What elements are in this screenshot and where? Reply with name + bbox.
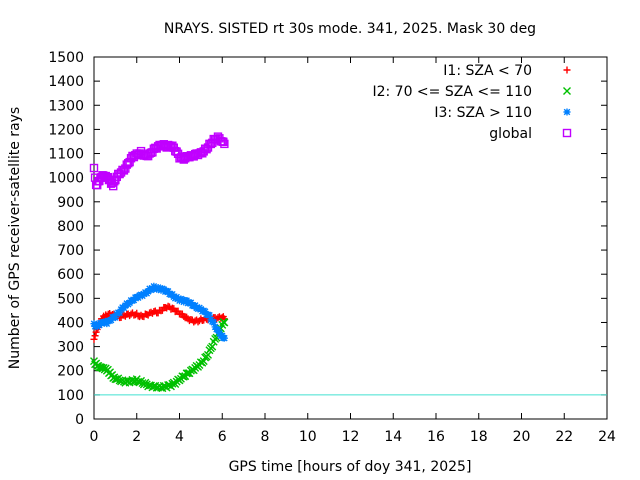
data-point (164, 287, 172, 295)
legend-label: I2: 70 <= SZA <= 110 (372, 84, 532, 100)
x-axis: 0 2 4 6 8 10 12 14 16 18 20 22 24 (90, 57, 616, 445)
data-points (89, 132, 229, 393)
y-tick-label: 1200 (48, 122, 84, 138)
y-tick-label: 700 (57, 243, 84, 259)
y-tick-label: 1300 (48, 98, 84, 114)
y-axis-label: Number of GPS receiver-satellite rays (7, 107, 23, 369)
chart-title: NRAYS. SISTED rt 30s mode. 341, 2025. Ma… (164, 21, 536, 37)
data-point (107, 316, 115, 324)
x-tick-label: 6 (218, 429, 227, 445)
x-tick-label: 24 (598, 429, 616, 445)
data-point (90, 335, 98, 343)
data-point (201, 308, 209, 316)
x-axis-label: GPS time [hours of doy 341, 2025] (229, 459, 472, 475)
data-point (144, 287, 152, 295)
x-tick-label: 12 (342, 429, 360, 445)
x-tick-label: 18 (470, 429, 488, 445)
legend: I1: SZA < 70 I2: 70 <= SZA <= 110 I3: SZA … (372, 63, 572, 142)
data-point (205, 311, 213, 319)
x-tick-label: 8 (261, 429, 270, 445)
x-tick-label: 4 (175, 429, 184, 445)
y-tick-label: 1400 (48, 74, 84, 90)
x-tick-label: 16 (427, 429, 445, 445)
y-tick-label: 200 (57, 364, 84, 380)
data-point (220, 318, 229, 327)
data-point (187, 299, 195, 307)
y-tick-label: 900 (57, 195, 84, 211)
data-point (111, 314, 119, 322)
series-4 (89, 132, 229, 191)
legend-label: I1: SZA < 70 (443, 63, 532, 79)
series-3 (90, 282, 228, 342)
legend-label: I3: SZA > 110 (434, 105, 532, 121)
data-point (208, 342, 217, 351)
x-tick-label: 10 (299, 429, 317, 445)
y-tick-label: 1500 (48, 50, 84, 66)
data-point (168, 290, 176, 298)
legend-marker (563, 108, 571, 116)
data-point (116, 309, 124, 317)
data-point (182, 369, 191, 378)
y-tick-label: 0 (75, 412, 84, 428)
x-tick-label: 2 (132, 429, 141, 445)
data-point (219, 137, 228, 147)
y-tick-label: 1100 (48, 147, 84, 163)
data-point (214, 326, 222, 334)
x-tick-label: 20 (513, 429, 531, 445)
x-tick-label: 22 (555, 429, 573, 445)
x-tick-label: 0 (90, 429, 99, 445)
data-point (109, 181, 118, 191)
y-tick-label: 500 (57, 291, 84, 307)
y-tick-label: 800 (57, 219, 84, 235)
data-point (91, 332, 99, 340)
legend-marker (563, 66, 571, 74)
y-tick-label: 600 (57, 267, 84, 283)
x-tick-label: 14 (384, 429, 402, 445)
y-axis: 0 100 200 300 400 500 600 700 800 900 1000 1100 1200… (48, 50, 607, 428)
data-point (191, 301, 199, 309)
series-2 (90, 318, 229, 393)
data-point (220, 139, 229, 149)
legend-marker (562, 128, 572, 138)
legend-label: global (489, 126, 532, 142)
data-point (204, 350, 212, 359)
legend-marker (563, 87, 571, 95)
y-tick-label: 400 (57, 315, 84, 331)
data-point (103, 320, 111, 328)
data-point (210, 318, 218, 326)
data-point (130, 296, 138, 304)
data-point (89, 163, 99, 173)
data-point (220, 334, 228, 342)
y-tick-label: 100 (57, 388, 84, 404)
data-point (148, 285, 156, 293)
y-tick-label: 300 (57, 340, 84, 356)
y-tick-label: 1000 (48, 171, 84, 187)
